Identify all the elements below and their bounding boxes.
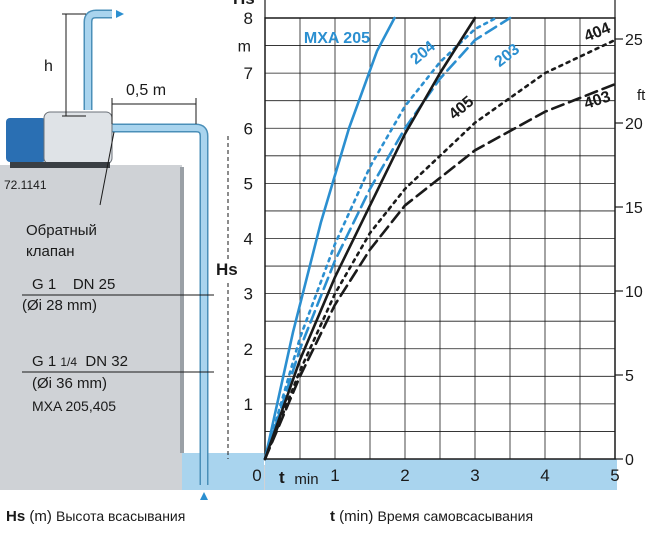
pump-body: [43, 111, 113, 165]
pipe2-label: G 1 1/4 DN 32: [32, 353, 128, 370]
valve-label-line1: Обратный: [26, 222, 97, 239]
series-line-203: [263, 16, 512, 461]
installation-diagram: [0, 9, 265, 500]
x-unit-t: t: [279, 468, 285, 487]
footer-hs-abbr: Hs: [6, 508, 26, 525]
y-tick-label: 7: [244, 64, 253, 83]
series-label-403: 403: [582, 88, 613, 112]
footer-t-unit: (min): [339, 508, 374, 525]
y2-tick-label: 15: [625, 200, 643, 217]
y2-tick-label: 25: [625, 32, 643, 49]
distance-label: 0,5 m: [126, 82, 167, 99]
footer-hs: Hs (m) Высота всасывания: [6, 508, 185, 525]
series-line-404: [263, 38, 617, 461]
y-tick-label: 2: [244, 340, 253, 359]
pump-base: [10, 162, 110, 168]
series-label-mxa-205: MXA 205: [304, 30, 370, 47]
x-tick-label: 1: [330, 466, 339, 485]
y2-tick-label: 20: [625, 116, 643, 133]
pipe1-label: G 1 DN 25: [32, 276, 116, 293]
footer-hs-unit: (m): [29, 508, 52, 525]
water-left: [182, 453, 264, 490]
valve-leader: [99, 131, 115, 206]
outflow-arrow-icon: [116, 10, 124, 18]
y-tick-label: 5: [244, 174, 253, 193]
plot-frame: [264, 17, 616, 460]
y2-tick-label: 5: [625, 368, 634, 385]
diagram-code: 72.1141: [4, 178, 47, 192]
series-line-405: [263, 16, 477, 461]
series-label-204: 204: [407, 38, 438, 68]
series-line-403: [263, 82, 617, 461]
pipe2-label-c: DN 32: [85, 353, 128, 370]
y-tick-label: 4: [244, 230, 253, 249]
h-label: h: [44, 58, 53, 75]
x-tick-label: 2: [400, 466, 409, 485]
hs-diagram-label: Hs: [216, 260, 238, 280]
x-tick-label: 4: [540, 466, 549, 485]
series-line-mxa-205: [263, 16, 396, 461]
series-line-204: [263, 16, 498, 461]
inflow-arrow-icon: [200, 492, 208, 500]
wall-edge: [180, 167, 184, 453]
y-tick-label: 8: [244, 9, 253, 28]
discharge-pipe-inner: [85, 11, 112, 110]
y-unit-label: m: [238, 39, 251, 56]
y-tick-label: 1: [244, 395, 253, 414]
y-corner-label: Hs: [233, 0, 255, 8]
pump-motor: [6, 118, 46, 162]
series-label-404: 404: [582, 20, 613, 46]
x-tick-label: 3: [470, 466, 479, 485]
y2-unit-label: ft: [637, 87, 646, 104]
pipe1-inner-label: (Øi 28 mm): [22, 297, 97, 314]
water-strip: [265, 459, 617, 490]
footer-t: t (min) Время самовсасывания: [330, 508, 533, 525]
footer-hs-desc: Высота всасывания: [56, 508, 186, 524]
pipe2-label-b: 1/4: [60, 355, 78, 369]
pipe2-label-a: G 1: [32, 353, 57, 370]
x-unit-min: min: [294, 471, 318, 488]
x-tick-label: 5: [610, 466, 619, 485]
footer-t-desc: Время самовсасывания: [377, 508, 534, 524]
suction-pipe-inner: [112, 125, 207, 485]
y-tick-label: 3: [244, 285, 253, 304]
y2-tick-label: 0: [625, 452, 634, 469]
footer-t-abbr: t: [330, 508, 335, 525]
series-label-405: 405: [446, 93, 477, 123]
pipe2-models-label: MXA 205,405: [32, 398, 117, 414]
y2-tick-label: 10: [625, 284, 643, 301]
wall-shape: [0, 165, 265, 490]
x-tick-label: 0: [252, 466, 261, 485]
y-tick-label: 6: [244, 119, 253, 138]
pipe2-inner-label: (Øi 36 mm): [32, 375, 107, 392]
discharge-pipe: [83, 9, 112, 110]
valve-label-line2: клапан: [26, 243, 75, 260]
plot-area: 12345678mHs012345tmin0510152025ftMXA 205…: [233, 0, 646, 490]
